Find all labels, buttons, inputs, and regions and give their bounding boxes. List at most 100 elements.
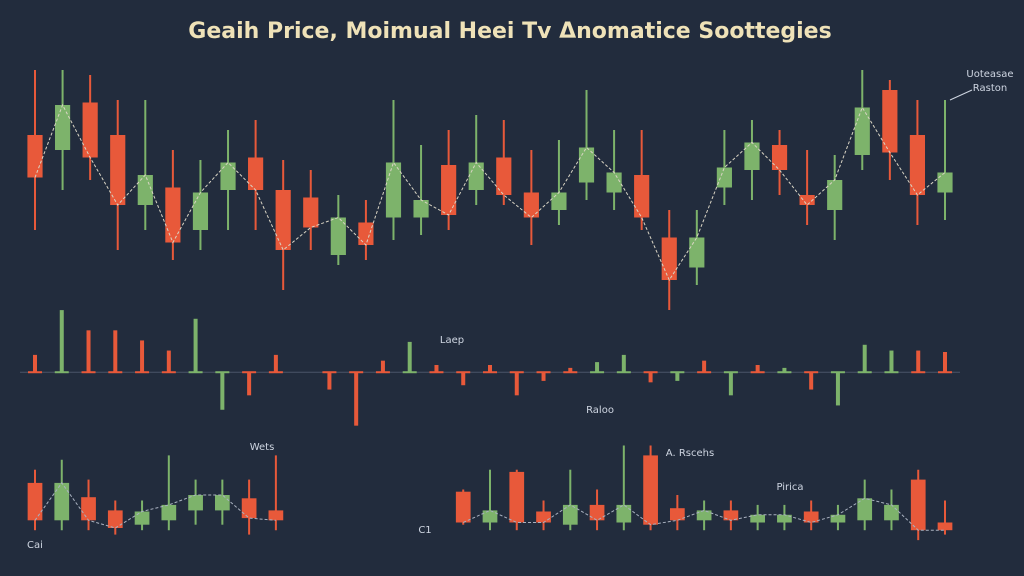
bar [488, 365, 492, 373]
candle-body [643, 455, 658, 525]
annotation: Uoteasae [966, 69, 1013, 80]
bar [541, 372, 546, 381]
bar [648, 372, 653, 383]
candle-body [799, 195, 815, 205]
candle-body [910, 479, 926, 531]
bar [568, 367, 573, 373]
candle-body [689, 237, 705, 268]
candle-body [777, 514, 792, 523]
candle-body [803, 511, 819, 523]
candle-body [27, 482, 43, 521]
annotation: A. Rscehs [666, 448, 714, 459]
candle-body [562, 504, 578, 525]
bar [943, 352, 947, 373]
bar [755, 365, 760, 373]
candle-body [937, 172, 953, 193]
candle-body [496, 157, 512, 195]
candle-body [188, 495, 203, 511]
bar [916, 350, 921, 373]
bar [354, 372, 359, 426]
candle-body [214, 495, 230, 511]
candle-body [275, 190, 291, 250]
candle-body [854, 107, 870, 155]
candle-body [241, 498, 257, 519]
candle-body [137, 175, 153, 205]
candle-body [82, 102, 98, 158]
candle-body [165, 187, 181, 243]
candle-body [750, 514, 766, 523]
annotation: Laep [440, 335, 464, 346]
candle-body [161, 504, 177, 521]
candle-body [330, 217, 346, 255]
chart-title: Geaih Price, Moimual Heei Tv Δnomatice S… [188, 19, 831, 44]
annotation: Raston [973, 83, 1007, 94]
pointer [949, 89, 973, 101]
bar [273, 354, 278, 373]
candle-body [882, 90, 898, 153]
bar [675, 372, 680, 381]
bar [889, 350, 894, 373]
candle-body [744, 142, 760, 170]
bar [407, 341, 412, 373]
annotation: C1 [418, 525, 431, 536]
candle-body [536, 511, 551, 523]
bar [702, 360, 707, 373]
bar [595, 362, 600, 373]
candle-body [551, 192, 567, 210]
candle-body [482, 510, 498, 523]
candle-body [81, 497, 96, 521]
candle-body [134, 511, 150, 525]
bar [862, 344, 867, 373]
bar [140, 340, 145, 373]
candle-body [54, 482, 70, 521]
annotation: Cai [27, 540, 43, 551]
bar [782, 367, 787, 373]
candle-body [606, 172, 622, 193]
bar [434, 365, 439, 373]
candle-body [616, 504, 632, 523]
bar [809, 372, 814, 390]
bar [166, 350, 171, 373]
candle-body [696, 510, 712, 521]
bar [461, 372, 466, 386]
bar [59, 310, 64, 373]
candle-body [441, 165, 457, 215]
bar [835, 372, 840, 406]
bar [380, 360, 385, 373]
candle-body [248, 157, 264, 190]
candle-body [723, 510, 739, 521]
candle-body [523, 192, 539, 218]
annotation: Wets [250, 442, 275, 453]
candle-body [937, 522, 953, 531]
bar [113, 330, 118, 373]
bar [728, 372, 733, 396]
candle-body [634, 175, 650, 218]
bar [621, 354, 626, 373]
bar [514, 372, 519, 396]
candle-body [268, 510, 284, 521]
candle-body [110, 135, 126, 205]
candle-body [27, 135, 43, 178]
candle-body [857, 498, 873, 521]
bar [33, 354, 37, 373]
candle-body [303, 197, 319, 228]
bar [247, 372, 252, 396]
annotation: Pirica [776, 482, 803, 493]
candle-body [455, 491, 471, 523]
candle-body [385, 162, 402, 218]
bar [327, 372, 332, 390]
bar [220, 372, 225, 410]
candle-body [669, 508, 685, 521]
candle-body [107, 510, 123, 528]
candle-body [468, 162, 484, 190]
annotation: Raloo [586, 405, 614, 416]
candle-body [716, 167, 732, 188]
candle-body [827, 180, 843, 210]
close-line [34, 482, 276, 529]
candle-body [413, 200, 429, 218]
candle-body [578, 147, 595, 183]
bar [86, 330, 91, 373]
bar [193, 318, 198, 373]
close-line [34, 103, 946, 282]
